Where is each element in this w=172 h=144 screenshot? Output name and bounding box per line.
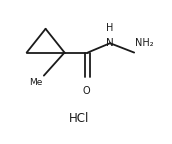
Text: H: H xyxy=(106,23,114,33)
Text: Me: Me xyxy=(29,78,42,88)
Text: O: O xyxy=(82,86,90,96)
Text: N: N xyxy=(106,38,114,48)
Text: HCl: HCl xyxy=(69,112,89,125)
Text: NH₂: NH₂ xyxy=(135,38,154,48)
